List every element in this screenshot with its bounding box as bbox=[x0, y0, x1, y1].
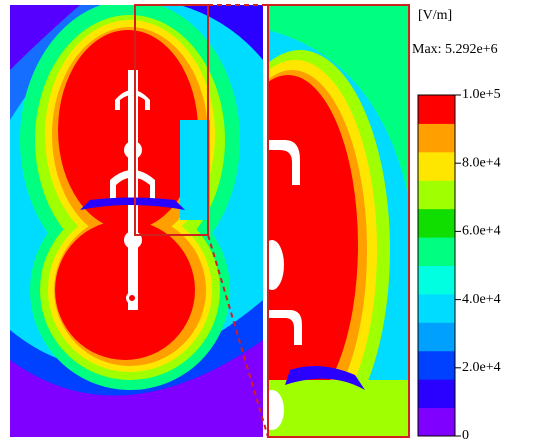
max-label: Max: 5.292e+6 bbox=[412, 42, 498, 57]
colorbar-band bbox=[418, 322, 455, 351]
tick-label: 4.0e+4 bbox=[462, 292, 501, 307]
tick-label: 0 bbox=[462, 428, 469, 439]
unit-label: [V/m] bbox=[418, 8, 452, 23]
tick-label: 8.0e+4 bbox=[462, 155, 501, 170]
field-plot bbox=[10, 0, 263, 437]
colorbar-band bbox=[418, 152, 455, 181]
colorbar-band bbox=[418, 95, 455, 124]
colorbar-band bbox=[418, 266, 455, 295]
colorbar-band bbox=[418, 351, 455, 380]
colorbar-band bbox=[418, 180, 455, 209]
figure: [V/m] Max: 5.292e+6 0 2.0e+4 4.0e+4 6.0e+4 8… bbox=[0, 0, 534, 439]
colorbar-band bbox=[418, 237, 455, 266]
tick-label: 2.0e+4 bbox=[462, 360, 501, 375]
tick-label: 6.0e+4 bbox=[462, 224, 501, 239]
colorbar-band bbox=[418, 408, 455, 437]
tick-label: 1.0e+5 bbox=[462, 87, 501, 102]
colorbar-band bbox=[418, 379, 455, 408]
colorbar-band bbox=[418, 209, 455, 238]
colorbar-band bbox=[418, 123, 455, 152]
colorbar-band bbox=[418, 294, 455, 323]
